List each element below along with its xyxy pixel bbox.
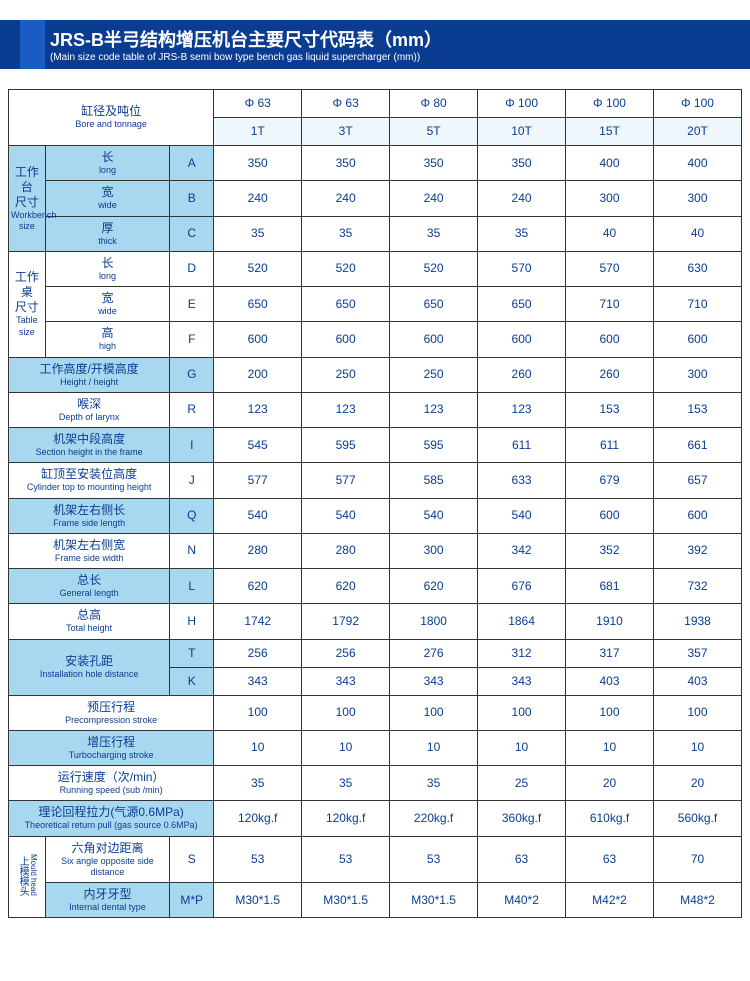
size-code-table: 缸径及吨位Bore and tonnageΦ 63Φ 63Φ 80Φ 100Φ … bbox=[8, 89, 742, 918]
header-bar: JRS-B半弓结构增压机台主要尺寸代码表（mm） (Main size code… bbox=[0, 20, 750, 69]
table-container: 缸径及吨位Bore and tonnageΦ 63Φ 63Φ 80Φ 100Φ … bbox=[0, 69, 750, 928]
header-title: JRS-B半弓结构增压机台主要尺寸代码表（mm） bbox=[50, 26, 740, 52]
header-subtitle: (Main size code table of JRS-B semi bow … bbox=[50, 52, 740, 63]
